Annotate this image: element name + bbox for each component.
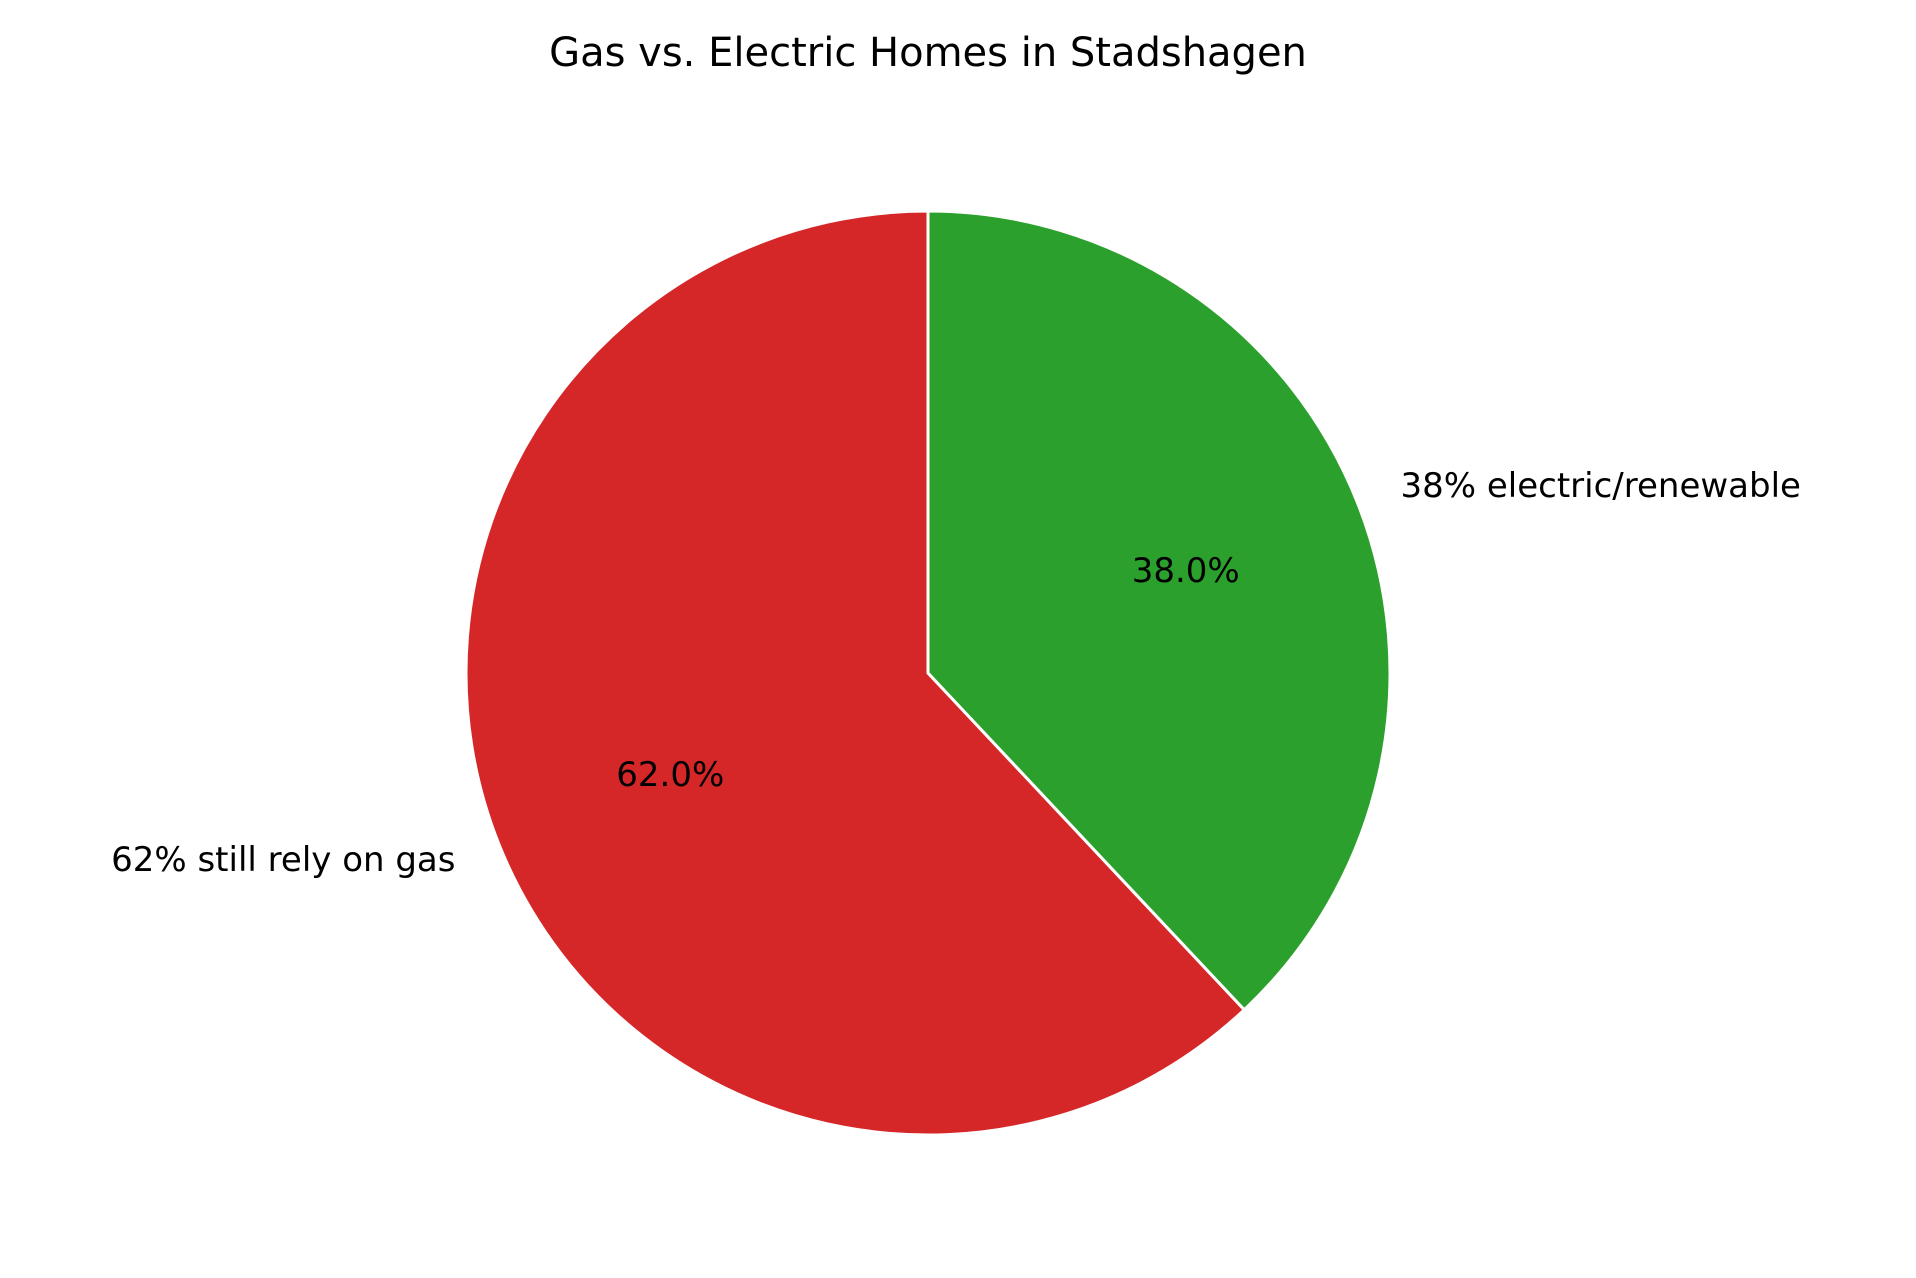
pie-slice-0 (464, 209, 1246, 1137)
pie-labels: 62.0% 62% still rely on gas 38.0% 38% elect… (111, 466, 1801, 880)
pie-pct-label-1: 38.0% (1132, 551, 1240, 591)
pie-pct-label-0: 62.0% (616, 755, 724, 795)
pie-category-label-0: 62% still rely on gas (111, 840, 455, 880)
chart-title: Gas vs. Electric Homes in Stadshagen (549, 30, 1307, 76)
pie-slices (464, 209, 1392, 1137)
pie-category-label-1: 38% electric/renewable (1401, 466, 1801, 506)
pie-slice-1 (926, 209, 1392, 1012)
